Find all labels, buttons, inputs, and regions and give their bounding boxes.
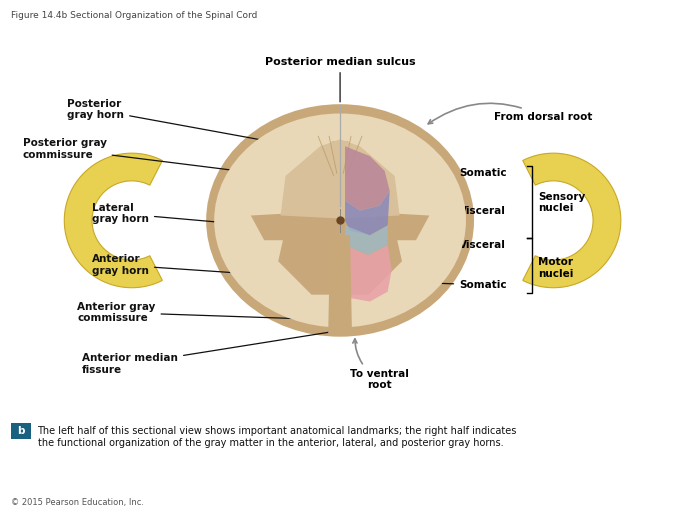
Text: Anterior gray
commissure: Anterior gray commissure [77, 302, 318, 323]
Text: Lateral
gray horn: Lateral gray horn [92, 203, 253, 225]
Polygon shape [343, 245, 392, 301]
Ellipse shape [214, 113, 466, 328]
Text: Posterior
gray horn: Posterior gray horn [67, 99, 309, 149]
Polygon shape [345, 225, 388, 255]
Text: Visceral: Visceral [391, 206, 506, 225]
Text: Sensory
nuclei: Sensory nuclei [538, 192, 586, 214]
FancyBboxPatch shape [10, 423, 31, 439]
Text: Anterior
gray horn: Anterior gray horn [92, 254, 263, 276]
Text: The left half of this sectional view shows important anatomical landmarks; the r: The left half of this sectional view sho… [38, 426, 517, 448]
Polygon shape [251, 141, 429, 295]
Text: © 2015 Pearson Education, Inc.: © 2015 Pearson Education, Inc. [10, 498, 144, 507]
Polygon shape [523, 153, 621, 288]
Text: Figure 14.4b Sectional Organization of the Spinal Cord: Figure 14.4b Sectional Organization of t… [10, 10, 257, 20]
Text: Somatic: Somatic [391, 168, 507, 190]
Text: Somatic: Somatic [394, 280, 507, 290]
Ellipse shape [206, 104, 474, 337]
Text: To ventral
root: To ventral root [350, 339, 410, 391]
Polygon shape [64, 153, 162, 288]
Text: b: b [17, 426, 25, 436]
Text: Motor
nuclei: Motor nuclei [538, 257, 574, 279]
Text: Posterior median sulcus: Posterior median sulcus [265, 57, 415, 102]
Text: Visceral: Visceral [391, 240, 506, 250]
Polygon shape [281, 139, 400, 218]
Text: Posterior gray
commissure: Posterior gray commissure [22, 139, 300, 178]
Polygon shape [345, 191, 390, 235]
Polygon shape [345, 146, 390, 211]
Text: From dorsal root: From dorsal root [428, 103, 592, 124]
Text: Anterior median
fissure: Anterior median fissure [82, 332, 332, 375]
Polygon shape [328, 235, 352, 334]
